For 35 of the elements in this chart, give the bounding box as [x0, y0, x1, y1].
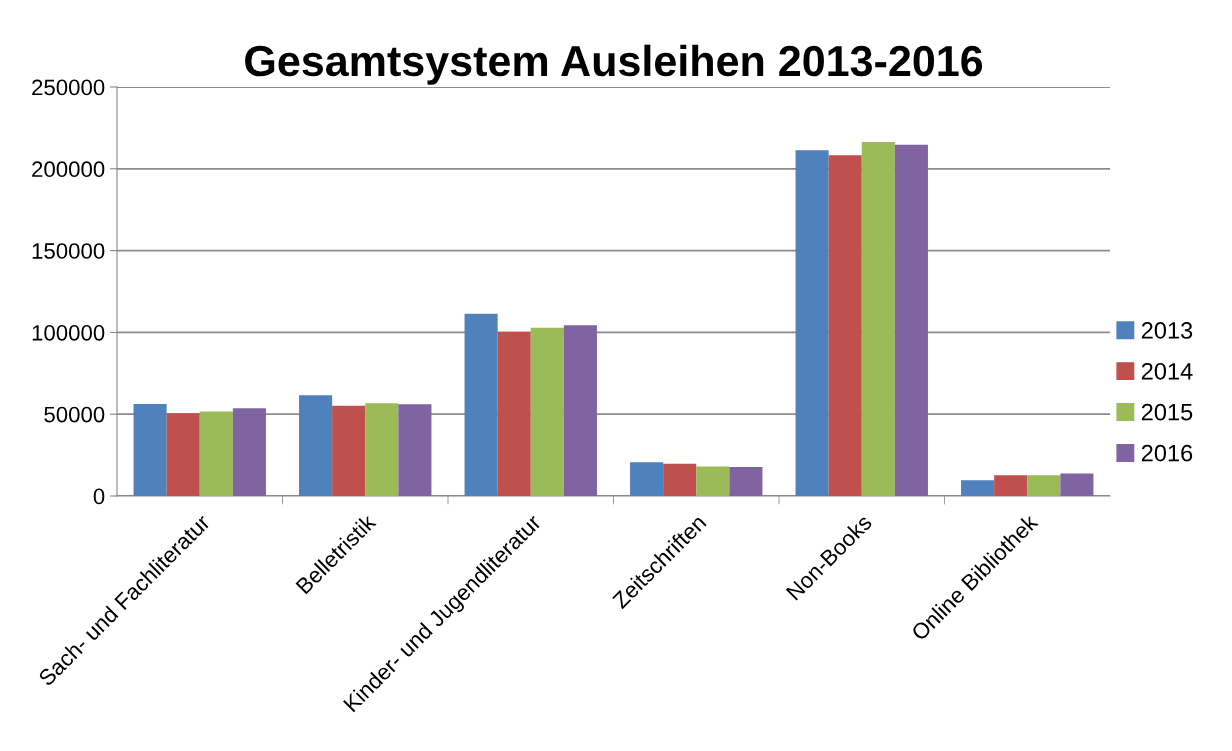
y-tick-label: 50000 — [44, 406, 105, 423]
bar — [398, 404, 432, 496]
bar — [563, 325, 597, 496]
bar — [795, 150, 829, 496]
bar — [497, 332, 531, 496]
bar — [729, 467, 763, 496]
bar — [332, 405, 366, 496]
bar — [828, 155, 862, 496]
bar — [663, 463, 697, 496]
legend-label: 2015 — [1141, 403, 1193, 421]
legend-label: 2014 — [1141, 362, 1193, 380]
y-tick-label: 0 — [93, 488, 105, 505]
legend-label: 2016 — [1141, 444, 1193, 462]
bar — [133, 403, 167, 496]
bar — [365, 403, 399, 496]
y-tick-label: 150000 — [32, 243, 105, 259]
bar — [630, 462, 664, 496]
bar — [299, 395, 333, 496]
bar — [464, 313, 498, 496]
bar — [861, 141, 895, 496]
bar — [232, 408, 266, 496]
bar — [1027, 475, 1061, 496]
chart-title: Gesamtsystem Ausleihen 2013-2016 — [245, 44, 983, 85]
bar — [696, 466, 730, 496]
bar — [530, 327, 564, 496]
legend-label: 2013 — [1141, 322, 1193, 339]
bar — [961, 480, 995, 496]
bar — [199, 411, 233, 496]
bar — [1060, 473, 1094, 496]
y-tick-label: 100000 — [32, 324, 105, 341]
y-tick-label: 200000 — [32, 161, 105, 178]
bar — [994, 475, 1028, 496]
bar — [166, 413, 200, 496]
bar — [894, 144, 928, 496]
y-tick-label: 250000 — [32, 79, 105, 96]
